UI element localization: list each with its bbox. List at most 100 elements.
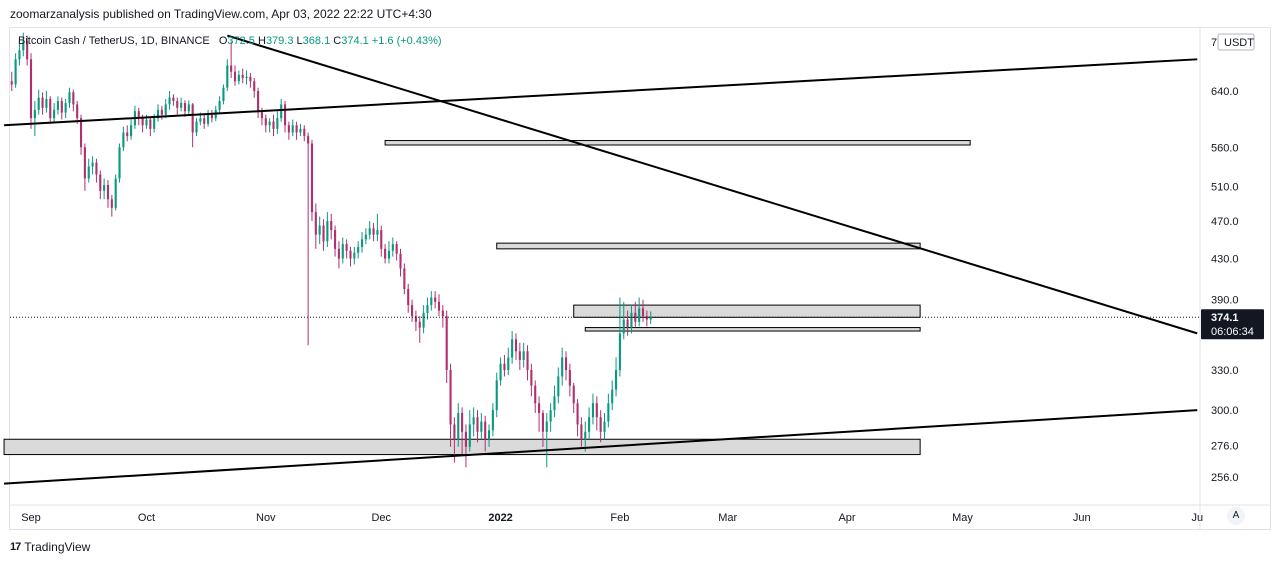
candle [395,241,398,261]
candle-body [391,244,394,251]
currency-button[interactable]: 7 USDT [1211,33,1255,51]
time-tick-label: Jun [1073,512,1091,524]
candle [568,363,571,397]
candle [360,231,364,253]
candle [384,244,387,264]
candle-body [303,128,306,137]
price-tick-label: 640.0 [1211,86,1239,98]
candle [530,363,533,397]
currency-label: USDT [1224,37,1254,49]
candle-body [268,121,271,126]
candle-body [79,118,83,148]
support-resistance-zone[interactable] [384,140,971,146]
candle-body [245,76,248,79]
candle [487,424,491,447]
support-resistance-zone[interactable] [584,327,921,332]
candle-body [156,109,160,119]
candle [114,174,117,211]
candle-body [68,92,71,104]
candle-body [584,431,587,440]
candle [230,41,233,79]
candle [14,53,17,88]
candle [399,248,402,277]
candle-body [83,147,86,179]
chart-frame [9,27,1271,530]
candle [337,241,340,269]
candle-body [18,50,21,60]
auto-scale-button[interactable]: A [1227,507,1245,525]
candle-body [499,363,502,381]
candle [330,213,333,240]
candle-body [160,109,163,115]
candle [295,121,298,140]
time-tick-label: Ju [1191,512,1203,524]
candle [445,310,448,383]
candle [326,212,329,247]
candle [318,216,321,245]
candle-body [360,239,364,247]
candle-body [56,100,60,110]
candle [557,367,560,404]
candle [499,357,502,386]
time-tick-label: Nov [256,512,276,524]
candle [56,96,60,115]
candle-body [364,234,367,240]
price-tick-label: 470.0 [1211,216,1239,228]
candle-body [222,87,225,101]
candle [649,311,652,325]
candle-body [260,111,264,119]
candle-body [337,248,340,259]
candle-body [257,91,260,112]
candle-body [418,321,421,328]
candle [437,294,441,317]
time-tick-label: May [952,512,973,524]
candle [522,342,525,368]
candle [553,385,556,418]
candle [476,410,479,443]
time-tick-label: Oct [138,512,155,524]
candle-body [437,301,441,311]
candle-body [441,310,444,317]
candle-body [291,125,294,133]
candle [561,347,564,386]
candle-body [649,317,652,320]
candle [126,125,129,142]
candle [37,89,40,115]
candle-body [110,199,113,208]
time-tick-label: Feb [610,512,629,524]
candle-body [210,114,213,119]
candle [464,424,468,468]
candle-body [572,385,575,404]
candle-body [145,119,148,126]
candle-body [407,288,410,306]
candle-body [218,100,221,110]
support-resistance-zone[interactable] [573,304,921,318]
candle-body [264,118,267,126]
price-tick-label: 510.0 [1211,182,1239,194]
candle-body [230,65,233,72]
legend-change: +1.6 (+0.43%) [371,35,442,47]
candle [341,237,344,264]
candle-body [349,250,352,259]
time-tick-label: Mar [718,512,737,524]
candle [33,100,36,137]
candle-body [187,104,190,112]
candle [203,113,206,129]
candle [622,301,625,340]
candle-body [276,118,279,129]
trendline[interactable] [4,58,1198,127]
candle [322,219,325,251]
candle [149,116,152,137]
candle-body [545,421,548,432]
candle [299,123,302,137]
support-resistance-zone[interactable] [496,242,921,250]
trendline[interactable] [3,409,1198,485]
candle [541,410,544,447]
legend-high: 379.3 [265,35,294,47]
candle-body [237,74,240,82]
trendline[interactable] [227,34,1198,335]
candle [53,103,56,122]
candle-body [33,109,36,119]
candle [206,109,210,127]
